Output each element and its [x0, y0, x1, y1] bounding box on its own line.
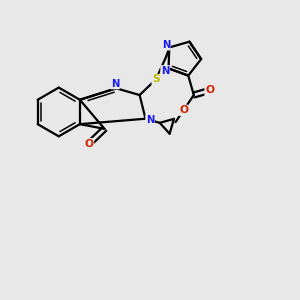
Text: S: S	[152, 74, 160, 84]
Text: N: N	[111, 79, 119, 89]
Text: O: O	[205, 85, 214, 95]
Text: N: N	[146, 115, 154, 125]
Text: N: N	[161, 66, 169, 76]
Text: O: O	[85, 139, 94, 149]
Text: N: N	[162, 40, 170, 50]
Text: O: O	[179, 105, 188, 115]
